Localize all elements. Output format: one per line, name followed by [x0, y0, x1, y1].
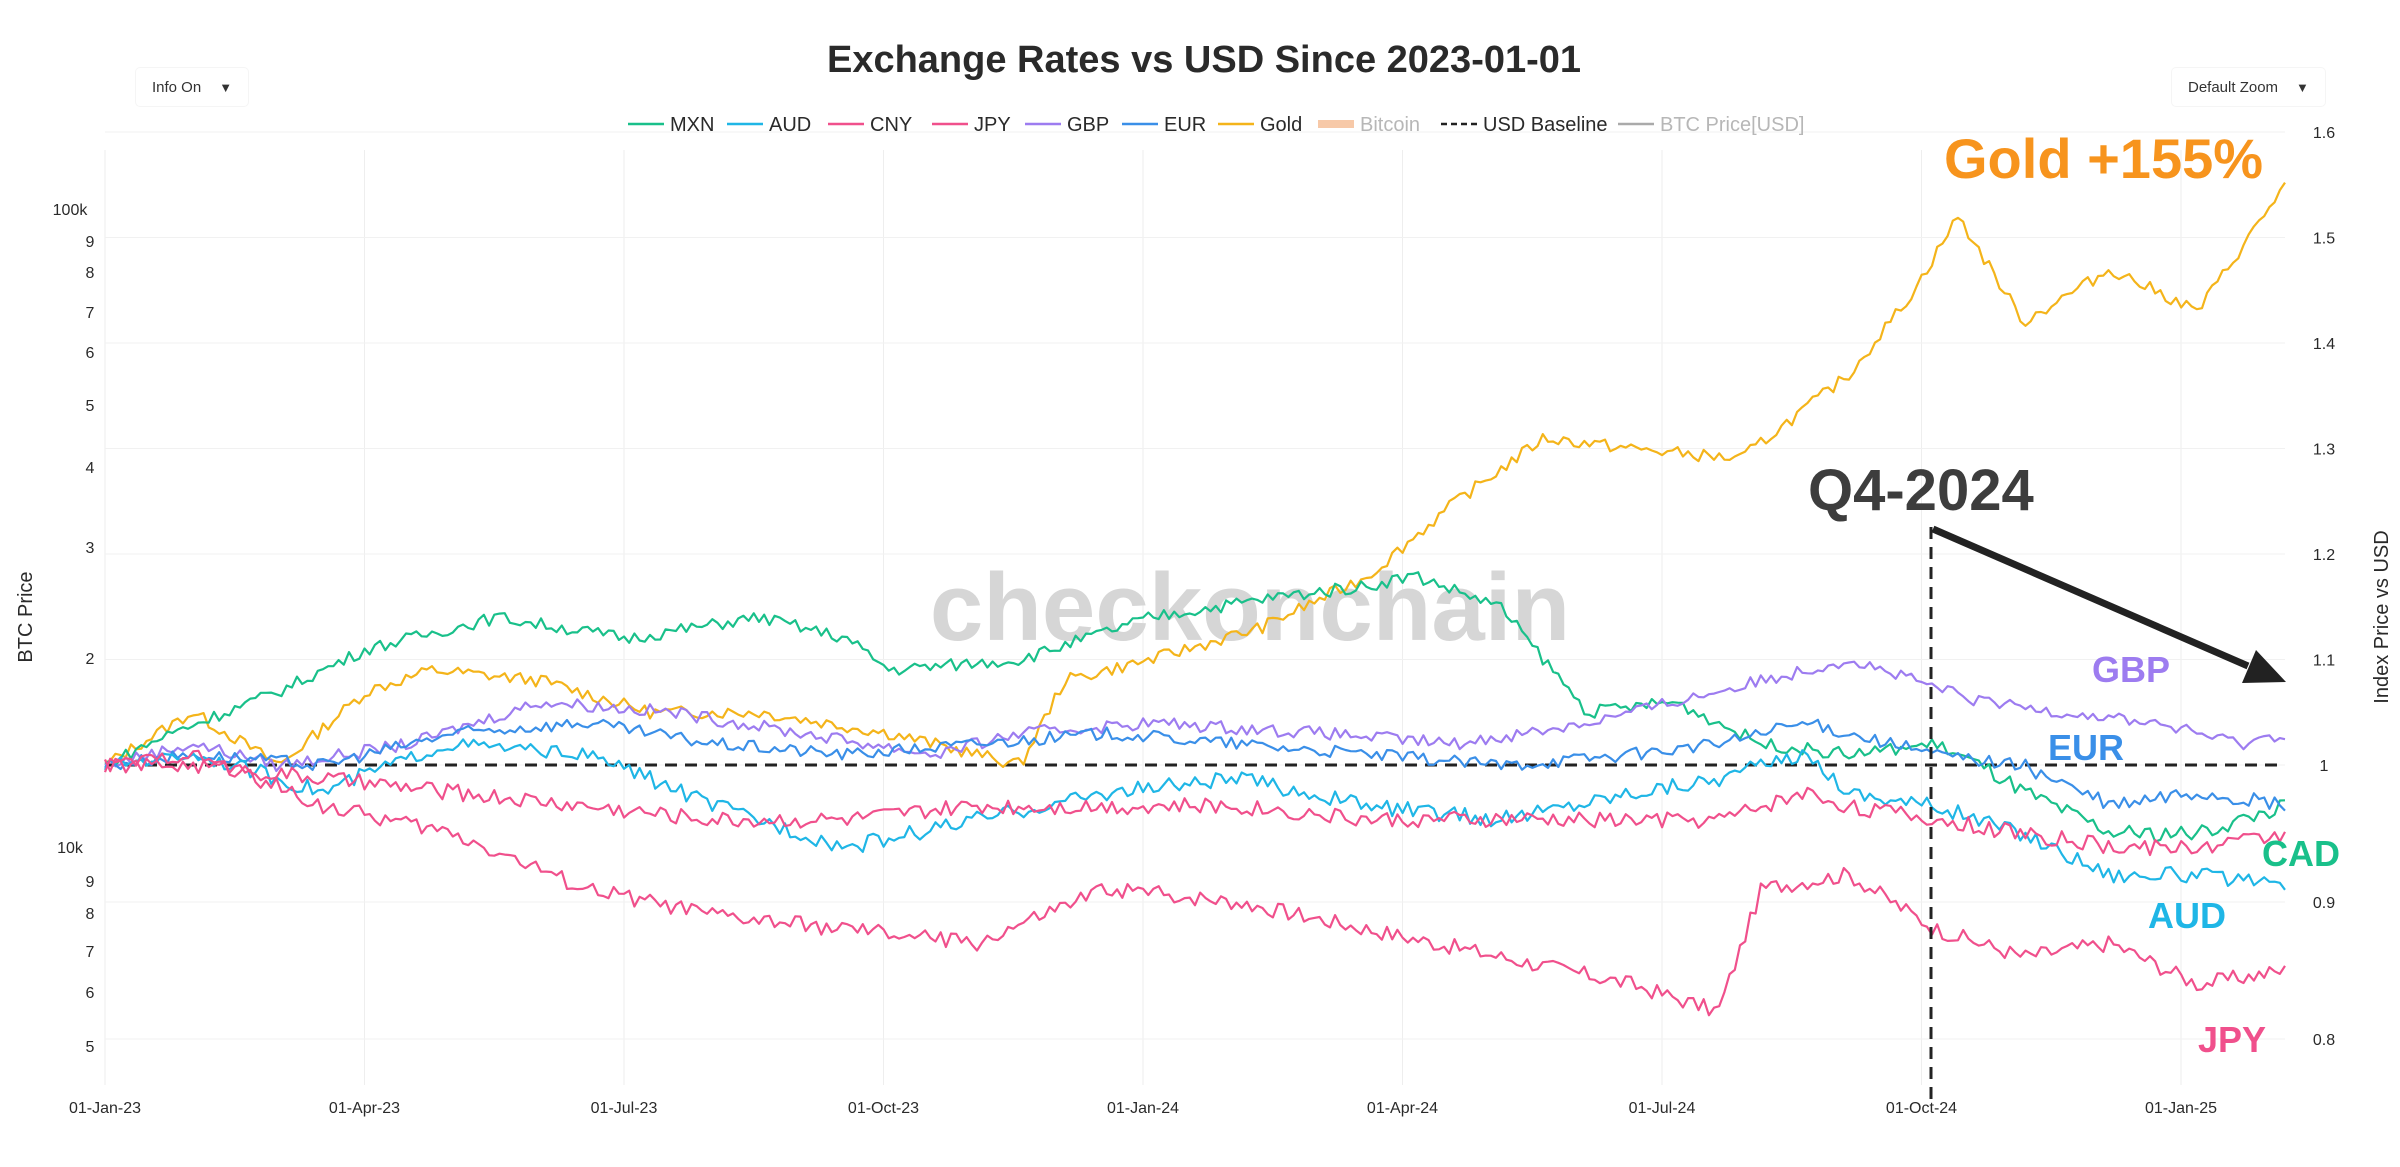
watermark-text: checkonchain — [930, 554, 1570, 661]
y-right-tick-label: 1.1 — [2313, 653, 2335, 670]
aud-annotation: AUD — [2148, 895, 2226, 936]
x-tick-label: 01-Jan-23 — [69, 1100, 141, 1117]
legend: MXN AUD CNY JPY GBP EUR Gold Bitcoin USD Baselin… — [628, 114, 1804, 136]
y-left-tick-label: 100k — [53, 202, 89, 219]
y-left-tick-label: 7 — [86, 944, 95, 961]
y-right-tick-label: 1.3 — [2313, 442, 2335, 459]
series-line-eur — [104, 718, 2286, 812]
series-line-jpy — [103, 749, 2286, 1017]
x-tick-label: 01-Jan-24 — [1107, 1100, 1179, 1117]
x-tick-label: 01-Oct-24 — [1886, 1100, 1957, 1117]
jpy-annotation: JPY — [2198, 1019, 2266, 1060]
x-tick-label: 01-Jul-23 — [591, 1100, 658, 1117]
x-tick-label: 01-Oct-23 — [848, 1100, 919, 1117]
y-left-tick-label: 7 — [86, 305, 95, 322]
series-line-mxn — [104, 571, 2286, 843]
gold-annotation: Gold +155% — [1944, 127, 2263, 190]
info-toggle-dropdown[interactable]: Info On ▼ — [136, 68, 249, 106]
y-left-tick-label: 8 — [86, 265, 95, 282]
eur-annotation: EUR — [2048, 727, 2124, 768]
series-line-aud — [104, 738, 2286, 891]
info-toggle-label: Info On — [152, 78, 202, 96]
y-right-tick-label: 0.9 — [2313, 895, 2335, 912]
legend-item-label: CNY — [870, 114, 912, 136]
q4-annotation: Q4-2024 — [1808, 458, 2034, 523]
chevron-down-icon: ▼ — [2296, 79, 2309, 95]
legend-item-label: USD Baseline — [1483, 114, 1608, 136]
series-line-gbp — [104, 660, 2286, 773]
x-tick-label: 01-Jul-24 — [1629, 1100, 1696, 1117]
y-right-tick-label: 1.6 — [2313, 125, 2335, 142]
axis-layer: 01-Jan-23 01-Apr-23 01-Jul-23 01-Oct-23 01-J… — [53, 125, 2336, 1117]
y-left-tick-label: 9 — [86, 874, 95, 891]
trend-arrow — [1931, 525, 2286, 683]
y-left-tick-label: 3 — [86, 540, 95, 557]
x-tick-label: 01-Apr-23 — [329, 1100, 400, 1117]
legend-item-label: BTC Price[USD] — [1660, 114, 1804, 136]
gbp-annotation: GBP — [2092, 649, 2170, 690]
cad-annotation: CAD — [2262, 833, 2340, 874]
left-axis-label: BTC Price — [15, 571, 37, 662]
legend-item-label: Gold — [1260, 114, 1302, 136]
y-left-tick-label: 6 — [86, 345, 95, 362]
y-right-tick-label: 0.8 — [2313, 1032, 2335, 1049]
y-left-tick-label: 6 — [86, 985, 95, 1002]
x-tick-label: 01-Jan-25 — [2145, 1100, 2217, 1117]
legend-item-label: JPY — [974, 114, 1011, 136]
zoom-dropdown[interactable]: Default Zoom ▼ — [2172, 68, 2325, 106]
legend-item-label: MXN — [670, 114, 714, 136]
y-left-tick-label: 5 — [86, 398, 95, 415]
series-line-gold — [104, 181, 2286, 769]
y-right-tick-label: 1.2 — [2313, 547, 2335, 564]
y-left-tick-label: 4 — [86, 460, 95, 477]
legend-item-label: Bitcoin — [1360, 114, 1420, 136]
legend-item-label: EUR — [1164, 114, 1206, 136]
zoom-label: Default Zoom — [2188, 78, 2279, 96]
right-axis-label: Index Price vs USD — [2371, 530, 2393, 703]
chevron-down-icon: ▼ — [219, 79, 233, 95]
legend-item-label: AUD — [769, 114, 811, 136]
legend-item-label: GBP — [1067, 114, 1109, 136]
y-right-tick-label: 1.5 — [2313, 231, 2335, 248]
y-left-tick-label: 5 — [86, 1039, 95, 1056]
y-left-tick-label: 9 — [86, 234, 95, 251]
y-left-tick-label: 2 — [86, 651, 95, 668]
chart-title: Exchange Rates vs USD Since 2023-01-01 — [827, 39, 1581, 81]
x-tick-label: 01-Apr-24 — [1367, 1100, 1438, 1117]
y-right-tick-label: 1 — [2320, 758, 2329, 775]
series-layer — [103, 181, 2286, 1017]
grid-lines — [104, 131, 2285, 1085]
y-left-tick-label: 8 — [86, 906, 95, 923]
series-line-cny — [103, 757, 2286, 857]
y-left-tick-label: 10k — [57, 840, 84, 857]
y-right-tick-label: 1.4 — [2313, 336, 2335, 353]
